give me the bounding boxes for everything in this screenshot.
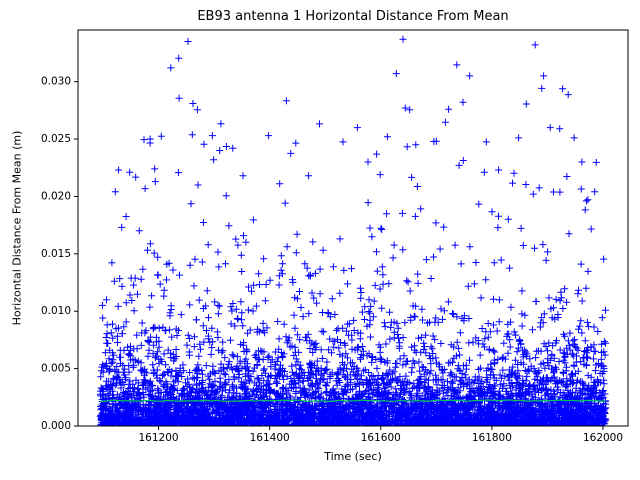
x-tick-label: 162000	[583, 432, 623, 444]
scatter-points	[96, 35, 610, 426]
y-tick-label: 0.025	[41, 133, 71, 145]
y-tick-label: 0.005	[41, 363, 71, 375]
x-tick-label: 161200	[139, 432, 179, 444]
y-tick-label: 0.010	[41, 305, 71, 317]
axes-frame	[77, 29, 629, 427]
y-tick-label: 0.015	[41, 248, 71, 260]
x-tick-label: 161400	[250, 432, 290, 444]
x-axis-label: Time (sec)	[324, 450, 382, 463]
x-tick-label: 161800	[472, 432, 512, 444]
y-tick-label: 0.020	[41, 190, 71, 202]
x-tick-label: 161600	[361, 432, 401, 444]
y-tick-label: 0.000	[41, 420, 71, 432]
y-tick-label: 0.030	[41, 76, 71, 88]
chart-title: EB93 antenna 1 Horizontal Distance From …	[197, 9, 509, 24]
mean-line	[100, 399, 606, 403]
